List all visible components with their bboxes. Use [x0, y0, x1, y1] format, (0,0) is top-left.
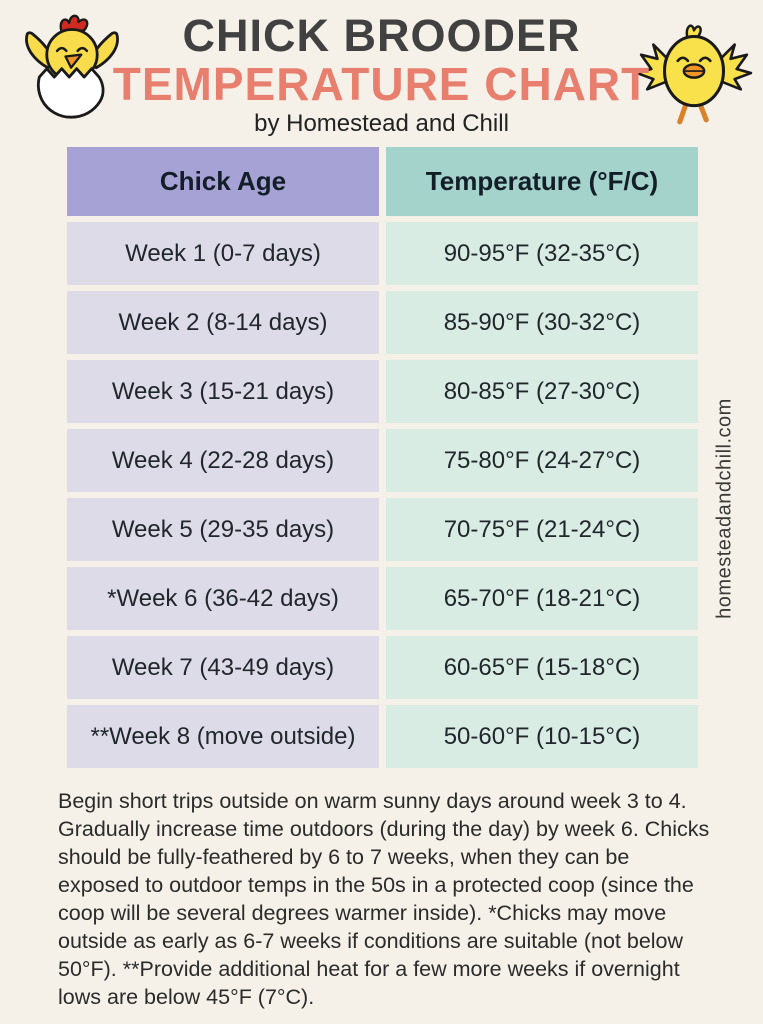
column-header-chick-age: Chick Age: [67, 147, 379, 216]
flying-chick-icon: [635, 24, 753, 125]
table-cell-age-week1: Week 1 (0-7 days): [67, 222, 379, 285]
byline: by Homestead and Chill: [254, 110, 509, 137]
table-cell-temp-week8: 50-60°F (10-15°C): [386, 705, 698, 768]
table-cell-temp-week5: 70-75°F (21-24°C): [386, 498, 698, 561]
temperature-table: Chick Age Temperature (°F/C) Week 1 (0-7…: [67, 147, 698, 768]
page-title-line2: TEMPERATURE CHART: [112, 58, 651, 110]
table-cell-age-week6: *Week 6 (36-42 days): [67, 567, 379, 630]
table-cell-age-week2: Week 2 (8-14 days): [67, 291, 379, 354]
table-cell-temp-week2: 85-90°F (30-32°C): [386, 291, 698, 354]
table-cell-temp-week1: 90-95°F (32-35°C): [386, 222, 698, 285]
table-cell-temp-week4: 75-80°F (24-27°C): [386, 429, 698, 492]
table-cell-temp-week3: 80-85°F (27-30°C): [386, 360, 698, 423]
table-cell-age-week8: **Week 8 (move outside): [67, 705, 379, 768]
table-cell-age-week4: Week 4 (22-28 days): [67, 429, 379, 492]
page-title-line1: CHICK BROODER: [182, 10, 581, 61]
table-cell-age-week7: Week 7 (43-49 days): [67, 636, 379, 699]
footnote-text: Begin short trips outside on warm sunny …: [58, 789, 710, 1009]
table-cell-temp-week6: 65-70°F (18-21°C): [386, 567, 698, 630]
hatching-chick-icon: [25, 14, 119, 119]
column-header-temperature: Temperature (°F/C): [386, 147, 698, 216]
table-cell-age-week5: Week 5 (29-35 days): [67, 498, 379, 561]
table-cell-age-week3: Week 3 (15-21 days): [67, 360, 379, 423]
website-watermark: homesteadandchill.com: [713, 398, 736, 619]
table-cell-temp-week7: 60-65°F (15-18°C): [386, 636, 698, 699]
